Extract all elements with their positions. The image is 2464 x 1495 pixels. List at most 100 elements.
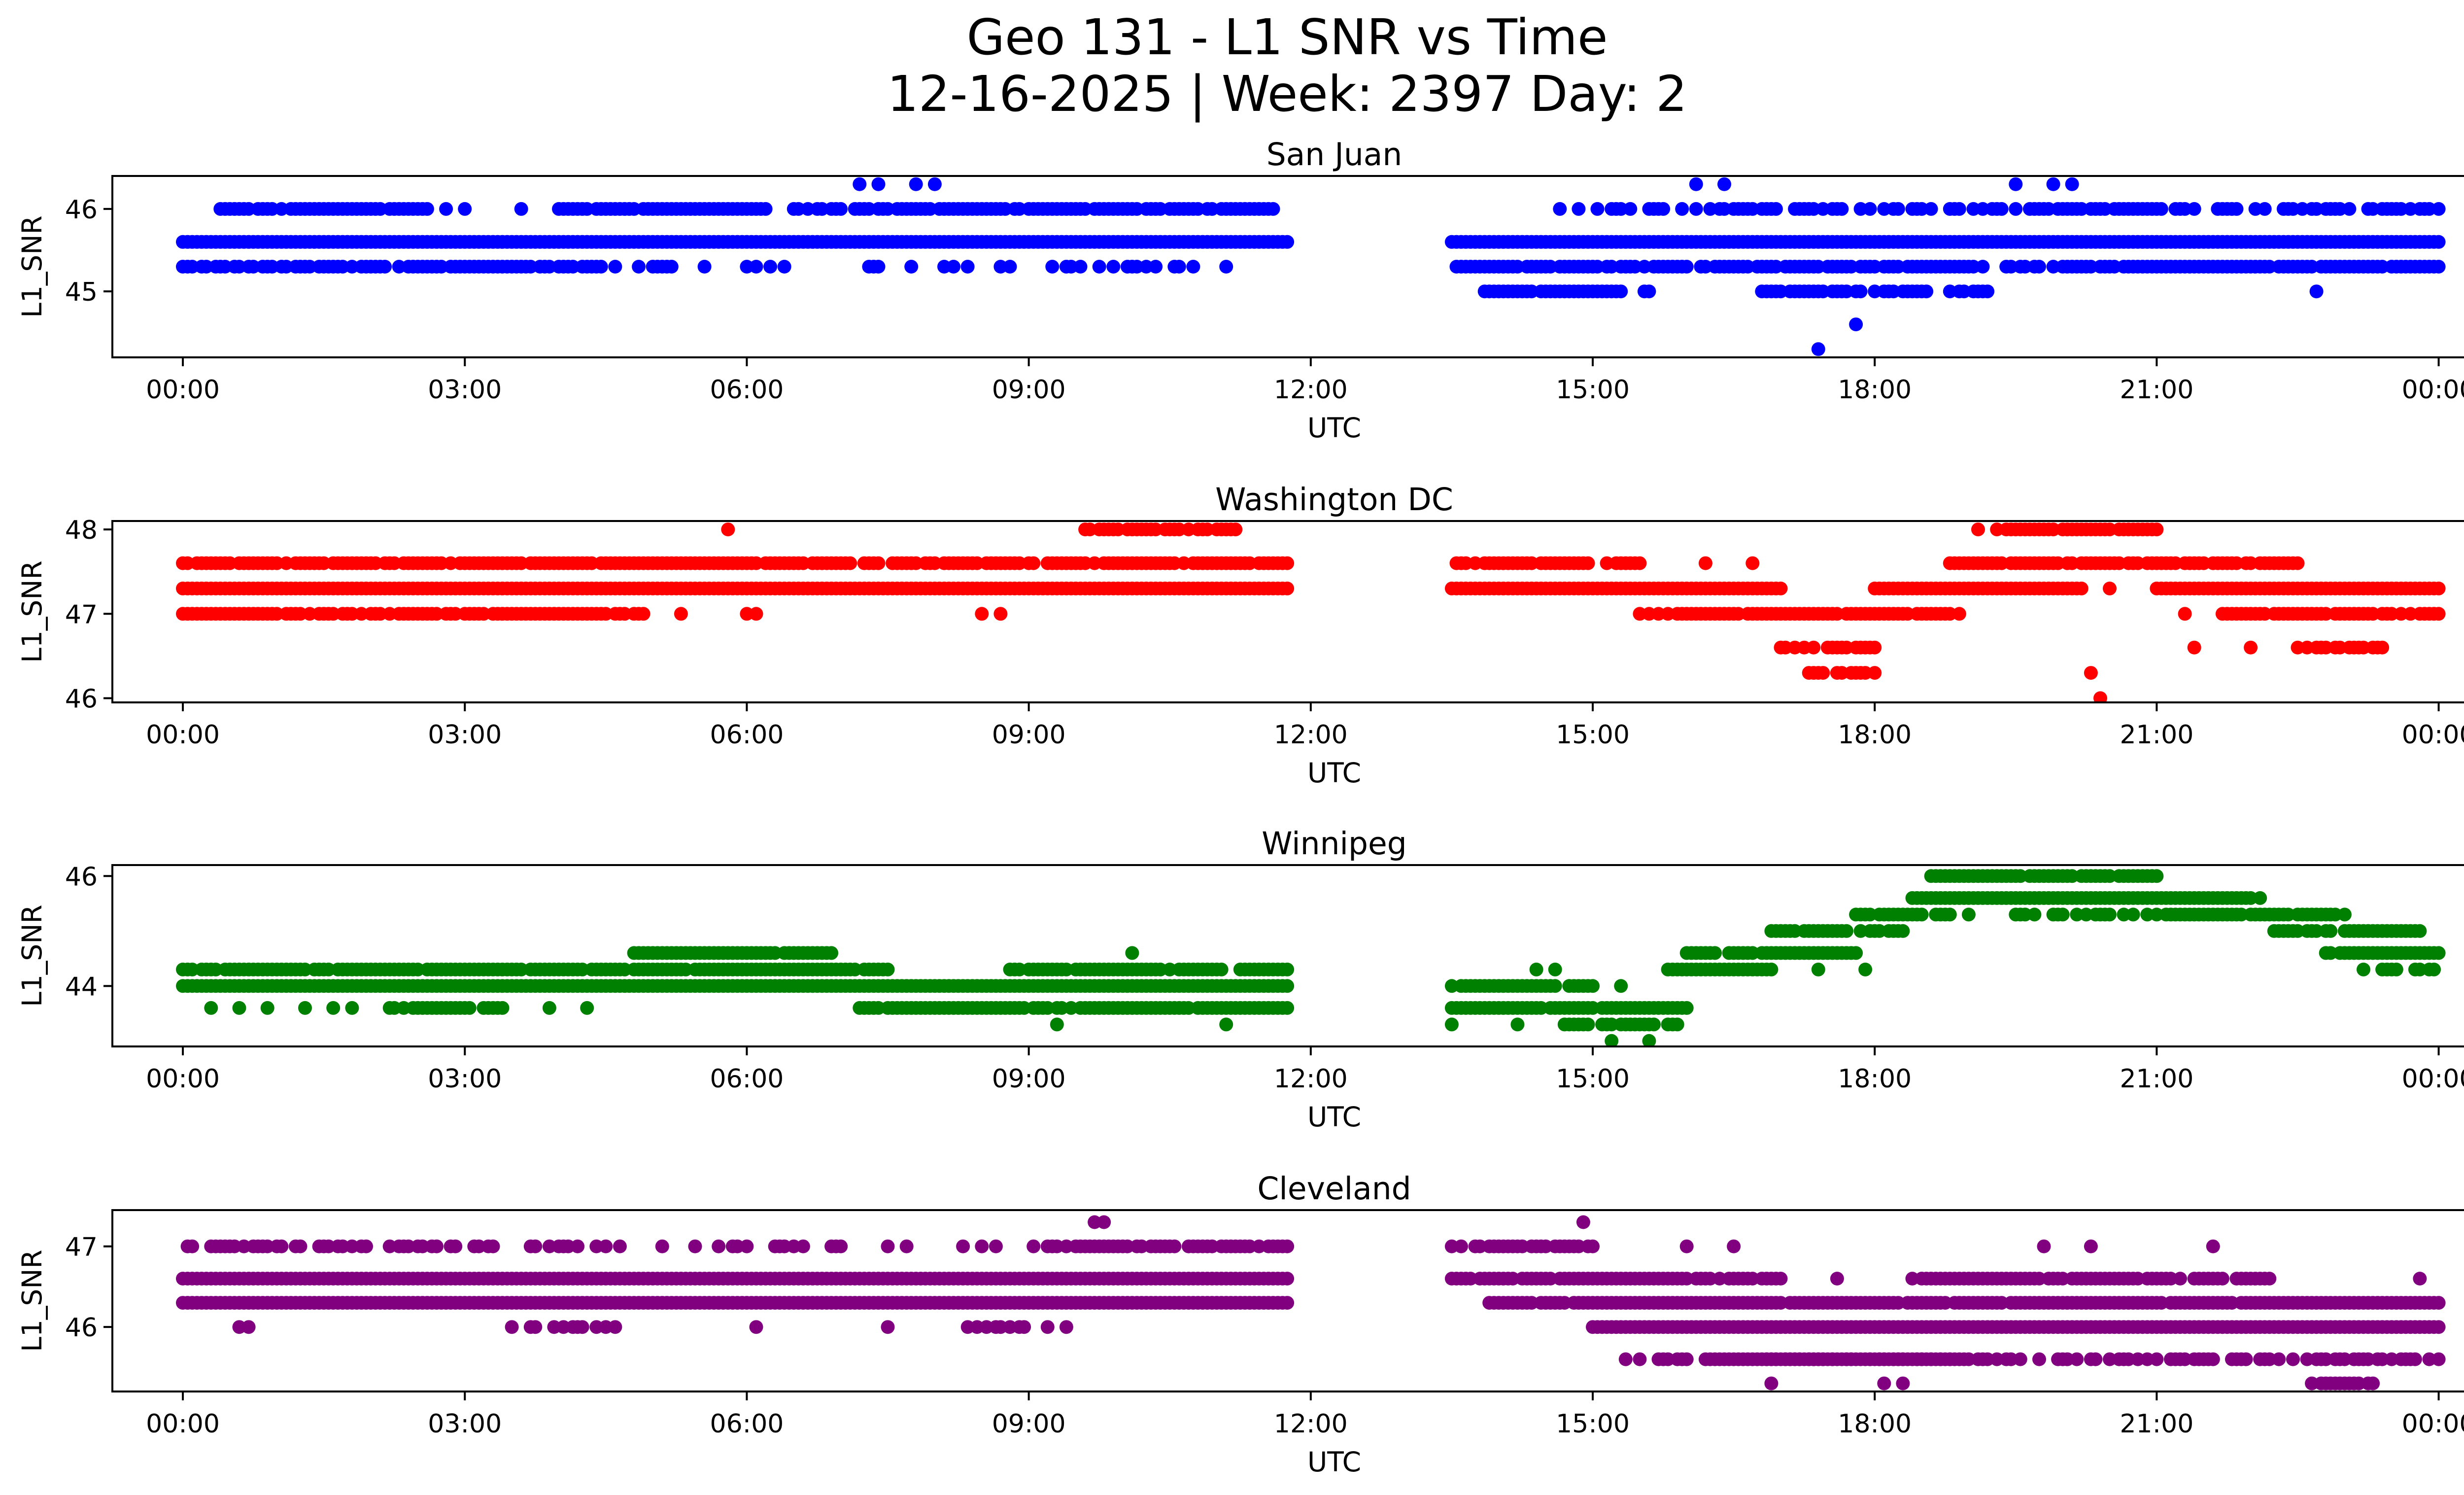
data-point: [1807, 640, 1821, 655]
data-point: [1849, 317, 1863, 332]
data-point: [2291, 556, 2305, 570]
data-point: [2389, 962, 2403, 976]
data-point: [740, 1239, 754, 1253]
data-point: [1689, 177, 1703, 191]
data-point: [674, 607, 688, 621]
data-point: [1633, 1352, 1647, 1366]
data-point: [2027, 907, 2042, 922]
data-point: [2084, 1239, 2098, 1253]
data-point: [1961, 907, 1976, 922]
data-point: [2262, 1272, 2277, 1286]
data-point: [1877, 1376, 1891, 1391]
series-points: [176, 177, 2446, 356]
data-point: [185, 1239, 200, 1253]
data-point: [688, 1239, 702, 1253]
data-point: [758, 202, 773, 216]
data-point: [1186, 260, 1200, 274]
data-point: [975, 1239, 989, 1253]
data-point: [608, 1320, 622, 1334]
data-point: [1040, 1320, 1055, 1334]
x-tick-label: 21:00: [2120, 1409, 2193, 1439]
data-point: [2239, 1352, 2253, 1366]
data-point: [2215, 1272, 2229, 1286]
axes-frame: [111, 864, 2464, 1047]
panel-title: Washington DC: [1215, 482, 1453, 518]
x-tick-label: 12:00: [1274, 1409, 1348, 1439]
x-axis-label: UTC: [1307, 412, 1361, 444]
data-point: [2431, 1352, 2446, 1366]
data-point: [2427, 962, 2441, 976]
data-point: [834, 1239, 848, 1253]
data-point: [528, 1320, 543, 1334]
data-point: [1280, 581, 1295, 595]
x-tick-label: 00:00: [146, 720, 220, 750]
data-point: [1219, 260, 1233, 274]
data-point: [2253, 891, 2267, 905]
x-tick-label: 00:00: [2402, 1409, 2464, 1439]
data-point: [2431, 1320, 2446, 1334]
data-point: [2413, 1272, 2427, 1286]
data-point: [1774, 1272, 1788, 1286]
y-tick-label: 46: [65, 195, 98, 225]
data-point: [1830, 1272, 1844, 1286]
data-point: [293, 1239, 308, 1253]
data-point: [2431, 235, 2446, 249]
data-point: [1853, 284, 1868, 299]
y-axis-label: L1_SNR: [16, 904, 48, 1007]
data-point: [2055, 907, 2070, 922]
data-point: [613, 1239, 627, 1253]
data-point: [843, 556, 857, 570]
data-point: [2357, 962, 2370, 976]
data-point: [1679, 1001, 1694, 1015]
data-point: [1924, 202, 1938, 216]
data-point: [1092, 260, 1106, 274]
x-tick-label: 00:00: [2402, 1064, 2464, 1094]
data-point: [1586, 979, 1600, 993]
data-point: [1679, 260, 1694, 274]
data-point: [1764, 962, 1779, 976]
data-point: [2037, 1239, 2051, 1253]
data-point: [664, 260, 679, 274]
x-tick-label: 06:00: [710, 375, 784, 405]
data-point: [260, 1001, 274, 1015]
data-point: [1027, 556, 1041, 570]
data-point: [599, 1239, 613, 1253]
data-point: [1590, 202, 1605, 216]
data-point: [947, 260, 960, 274]
data-point: [975, 607, 989, 621]
data-point: [1811, 962, 1825, 976]
data-point: [904, 260, 919, 274]
data-point: [2084, 666, 2098, 680]
data-point: [1976, 260, 1990, 274]
data-point: [871, 260, 886, 274]
data-point: [2150, 522, 2164, 537]
data-point: [2187, 640, 2201, 655]
data-point: [2093, 691, 2107, 702]
y-tick-label: 47: [65, 1233, 98, 1262]
data-point: [2375, 640, 2390, 655]
axes-frame: [111, 1209, 2464, 1392]
data-point: [1708, 946, 1722, 960]
x-tick-label: 15:00: [1556, 720, 1630, 750]
data-point: [1618, 1352, 1633, 1366]
data-point: [1548, 979, 1562, 993]
data-point: [2032, 1352, 2046, 1366]
data-point: [495, 1001, 510, 1015]
data-point: [697, 260, 712, 274]
data-point: [1633, 556, 1647, 570]
data-point: [2286, 1352, 2300, 1366]
data-point: [274, 1239, 289, 1253]
data-point: [1679, 1239, 1694, 1253]
data-point: [1229, 522, 1243, 537]
data-point: [1605, 1034, 1619, 1046]
data-point: [1073, 260, 1088, 274]
data-point: [1017, 1320, 1031, 1334]
data-point: [608, 260, 622, 274]
data-point: [1774, 581, 1788, 595]
x-tick-label: 00:00: [146, 1064, 220, 1094]
data-point: [1548, 962, 1562, 976]
data-point: [1125, 946, 1139, 960]
y-tick-label: 45: [65, 278, 98, 307]
data-point: [632, 260, 646, 274]
